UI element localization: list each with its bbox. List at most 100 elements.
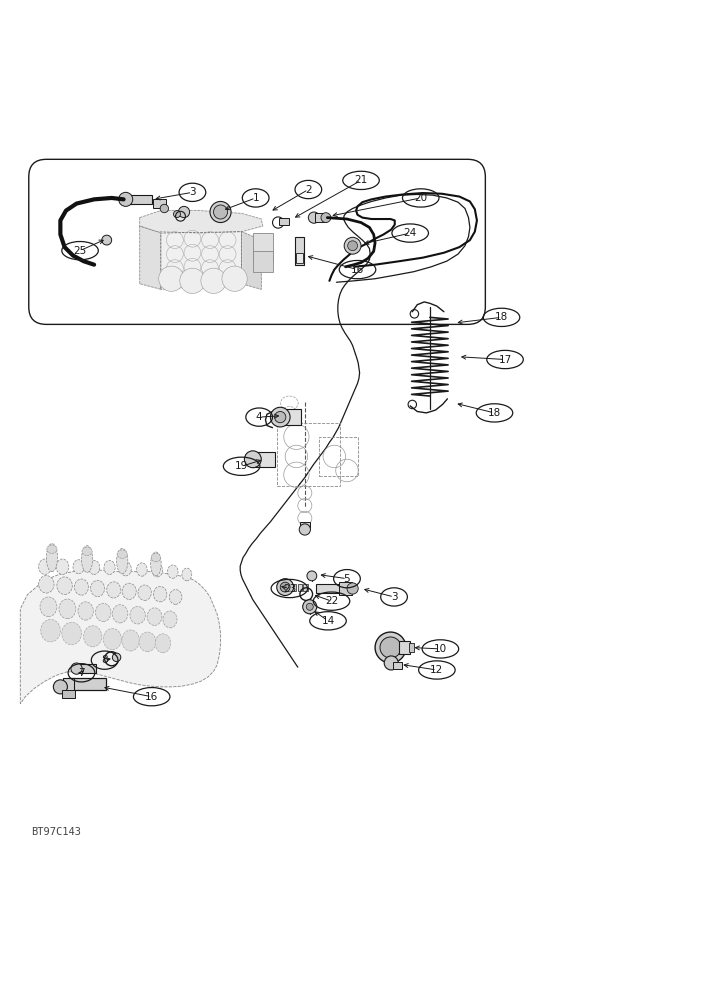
Text: 21: 21 [355, 175, 367, 185]
Ellipse shape [130, 606, 145, 624]
Text: 18: 18 [495, 312, 508, 322]
Bar [319, 437, 358, 476]
Bar [153, 199, 166, 208]
Ellipse shape [152, 553, 161, 562]
Bar [125, 195, 152, 204]
Text: 3: 3 [189, 187, 195, 197]
Circle shape [380, 637, 401, 658]
Bar [295, 237, 304, 265]
Circle shape [309, 212, 319, 223]
Text: 25: 25 [74, 246, 86, 256]
Text: 14: 14 [321, 616, 335, 626]
Circle shape [384, 656, 399, 670]
Ellipse shape [74, 579, 88, 595]
Text: 19: 19 [235, 461, 249, 471]
Ellipse shape [122, 583, 136, 599]
Bar [339, 582, 352, 595]
Circle shape [280, 582, 290, 592]
Polygon shape [139, 211, 263, 233]
Text: 20: 20 [414, 193, 428, 203]
Circle shape [348, 241, 358, 251]
Bar [300, 522, 309, 529]
Bar [75, 664, 96, 673]
Circle shape [375, 632, 406, 663]
Ellipse shape [62, 622, 81, 645]
Text: 5: 5 [343, 574, 350, 584]
Bar [62, 690, 75, 698]
Ellipse shape [40, 619, 60, 642]
Ellipse shape [151, 552, 161, 576]
Bar [68, 678, 106, 690]
Ellipse shape [154, 586, 167, 602]
Ellipse shape [82, 547, 92, 555]
Circle shape [178, 206, 190, 218]
Ellipse shape [73, 560, 84, 574]
Ellipse shape [107, 582, 121, 598]
Text: 8: 8 [101, 655, 108, 665]
Circle shape [159, 266, 184, 291]
Ellipse shape [81, 546, 93, 572]
Bar [279, 218, 289, 225]
Text: 17: 17 [498, 355, 512, 365]
Ellipse shape [104, 560, 115, 574]
Polygon shape [21, 570, 220, 704]
Ellipse shape [84, 626, 102, 647]
Bar [316, 584, 344, 593]
Bar [297, 253, 304, 263]
Circle shape [344, 237, 361, 254]
Circle shape [214, 205, 227, 219]
Ellipse shape [152, 564, 163, 577]
Circle shape [71, 663, 82, 674]
Ellipse shape [120, 562, 131, 576]
Ellipse shape [39, 559, 51, 574]
Circle shape [210, 201, 231, 223]
Circle shape [244, 451, 261, 468]
Text: 3: 3 [391, 592, 397, 602]
Ellipse shape [40, 597, 57, 617]
Ellipse shape [122, 630, 139, 651]
Ellipse shape [78, 602, 93, 620]
Text: 24: 24 [404, 228, 417, 238]
Text: 4: 4 [256, 412, 263, 422]
Ellipse shape [155, 634, 171, 653]
Bar [253, 233, 273, 261]
Bar [409, 643, 414, 652]
Ellipse shape [147, 608, 162, 625]
Text: 2: 2 [305, 185, 312, 195]
Ellipse shape [117, 550, 127, 558]
Circle shape [275, 411, 286, 423]
Text: BT97C143: BT97C143 [31, 827, 81, 837]
Ellipse shape [103, 629, 122, 650]
Ellipse shape [47, 545, 57, 553]
Circle shape [201, 268, 226, 293]
Polygon shape [139, 226, 161, 289]
Bar [304, 584, 308, 591]
Circle shape [222, 266, 247, 291]
Circle shape [113, 653, 121, 662]
Circle shape [102, 235, 112, 245]
Text: 1: 1 [252, 193, 259, 203]
Bar [280, 409, 302, 425]
Circle shape [277, 579, 294, 596]
Circle shape [299, 524, 310, 535]
Bar [314, 213, 326, 222]
Circle shape [307, 603, 313, 610]
Circle shape [53, 680, 67, 694]
Circle shape [270, 407, 290, 427]
Text: 16: 16 [351, 265, 364, 275]
Text: 23: 23 [282, 584, 296, 594]
Text: 16: 16 [145, 692, 159, 702]
Ellipse shape [113, 605, 128, 623]
Ellipse shape [139, 632, 156, 652]
Ellipse shape [182, 568, 192, 581]
Bar [292, 584, 297, 591]
Ellipse shape [138, 585, 152, 600]
Text: 7: 7 [78, 668, 85, 678]
Ellipse shape [117, 548, 128, 574]
Circle shape [180, 268, 205, 293]
Bar [399, 641, 410, 654]
Circle shape [160, 204, 169, 213]
Bar [253, 452, 275, 467]
Ellipse shape [39, 576, 54, 593]
Ellipse shape [163, 611, 177, 628]
